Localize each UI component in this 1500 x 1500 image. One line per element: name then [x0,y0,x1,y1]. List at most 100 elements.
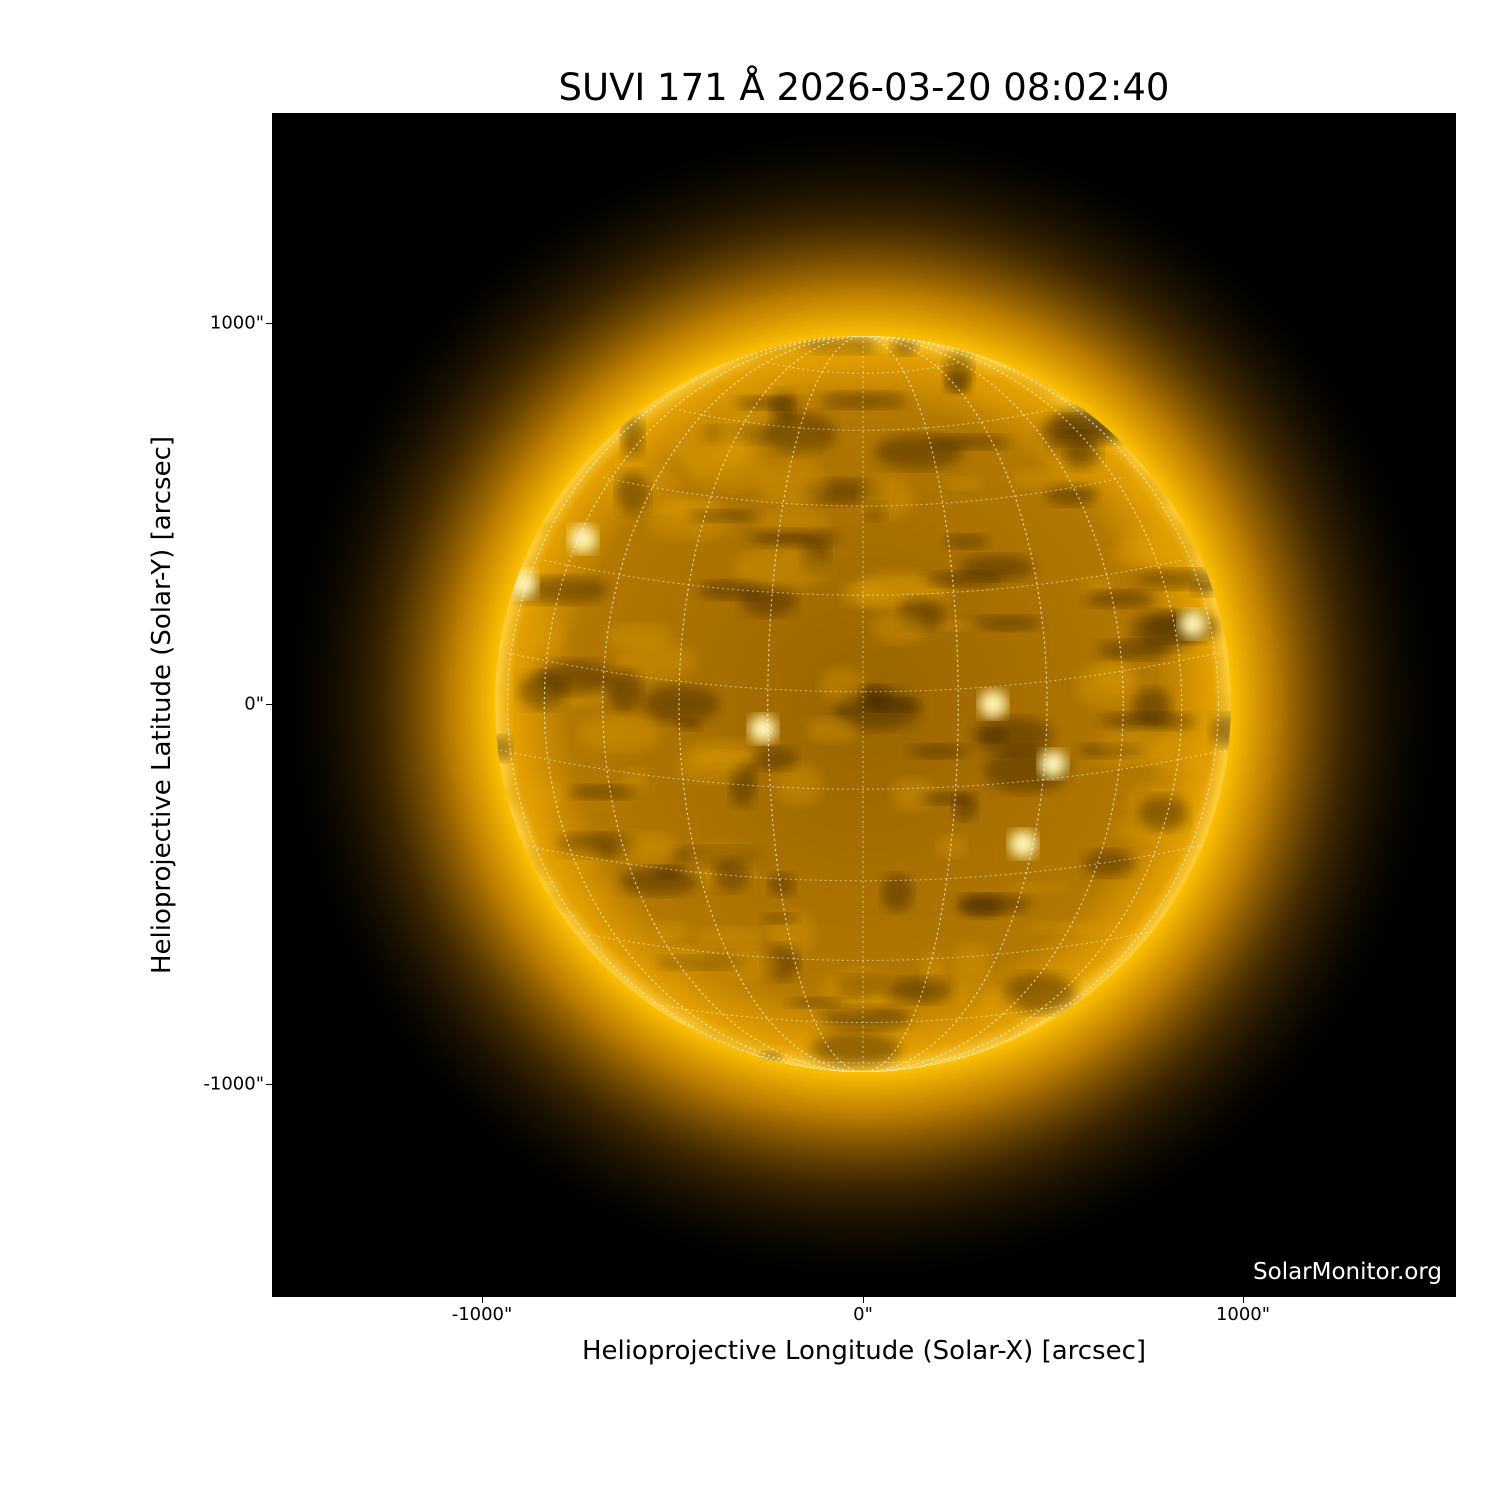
bright-region [1008,882,1070,894]
bright-region [497,777,569,810]
x-axis-label: Helioprojective Longitude (Solar-X) [arc… [581,1336,1147,1366]
active-region [1179,610,1207,638]
dark-region [919,792,973,805]
heliographic-grid [495,336,1231,1072]
dark-region [970,615,1043,631]
x-tick-label: -1000" [451,1304,513,1325]
dark-region [907,744,970,759]
active-region [569,525,597,553]
bright-region [822,970,887,1015]
watermark: SolarMonitor.org [1253,1259,1442,1285]
bright-region [758,463,828,509]
bright-region [951,943,991,987]
dark-region [538,660,614,695]
y-tickmark [266,323,272,324]
bright-region [651,922,692,942]
bright-region [1180,754,1210,774]
dark-region [811,1032,901,1067]
bright-region [819,667,864,705]
y-tick-label: 0" [244,693,264,715]
dark-region [495,736,512,762]
dark-region [1045,483,1097,506]
bright-region [1082,576,1113,595]
longitude-line [543,336,1183,1072]
bright-region [946,477,984,490]
bright-region [974,989,1022,1036]
dark-region [616,471,650,514]
bright-region [1007,467,1106,489]
longitude-line [602,336,1124,1072]
active-region [979,690,1007,718]
dark-region [1134,569,1231,590]
x-tickmark [863,1297,864,1303]
y-tickmark [266,704,272,705]
dark-region [642,685,720,724]
x-tickmark [1243,1297,1244,1303]
plot-title: SUVI 171 Å 2026-03-20 08:02:40 [558,66,1170,109]
bright-region [695,927,765,947]
bright-region [1194,695,1231,713]
dark-region [621,414,644,458]
dark-region [786,997,845,1008]
sun-image [273,114,1453,1294]
dark-region [736,395,805,410]
dark-region [697,580,765,600]
active-region [1009,830,1037,858]
latitude-line [544,924,1182,961]
dark-region [1138,795,1188,831]
dark-region [818,392,908,409]
dark-region [1002,973,1076,1013]
dark-region [944,534,989,549]
longitude-line [507,336,1219,1072]
y-tick-label: -1000" [203,1073,264,1095]
bright-region [528,614,564,654]
dark-region [1039,415,1118,445]
dark-region [891,338,918,356]
dark-region [946,373,970,392]
dark-region [763,412,836,456]
dark-region [925,571,1003,587]
bright-region [723,368,758,387]
active-region [749,715,777,743]
bright-region [714,948,781,982]
y-axis-label: Helioprojective Latitude (Solar-Y) [arcs… [147,435,177,975]
bright-region [682,446,772,490]
y-tick-label: 1000" [209,312,264,334]
dark-region [768,873,795,897]
dark-region [874,434,964,470]
longitude-line [678,336,1048,1072]
bright-region [871,612,927,644]
bright-region [605,623,673,649]
bright-region [860,476,913,520]
bright-region [766,381,788,396]
x-tickmark [482,1297,483,1303]
y-tickmark [266,1084,272,1085]
bright-region [665,945,719,973]
dark-region [881,874,913,912]
dark-region [762,913,799,924]
latitude-line [767,362,959,374]
dark-region [1100,712,1197,730]
dark-region [972,717,1053,755]
latitude-line [495,748,1231,790]
bright-region [1094,662,1137,692]
dark-region [1210,714,1231,748]
latitude-line [602,476,1124,507]
bright-region [616,642,697,680]
bright-region [579,714,661,752]
latitude-line [602,993,1124,1023]
x-tick-label: 0" [853,1304,873,1325]
dark-region [888,977,954,1004]
bright-region [732,546,831,589]
bright-region [1097,728,1183,762]
dark-region [1082,850,1136,877]
bright-region [1110,542,1192,568]
dark-region [567,785,641,799]
active-region [1039,750,1067,778]
bright-region [937,835,967,858]
bright-region [805,717,858,743]
bright-region [544,887,609,911]
latitude-line [544,559,1182,596]
solar-image-axes: SolarMonitor.org [272,113,1456,1297]
bright-region [753,509,831,532]
